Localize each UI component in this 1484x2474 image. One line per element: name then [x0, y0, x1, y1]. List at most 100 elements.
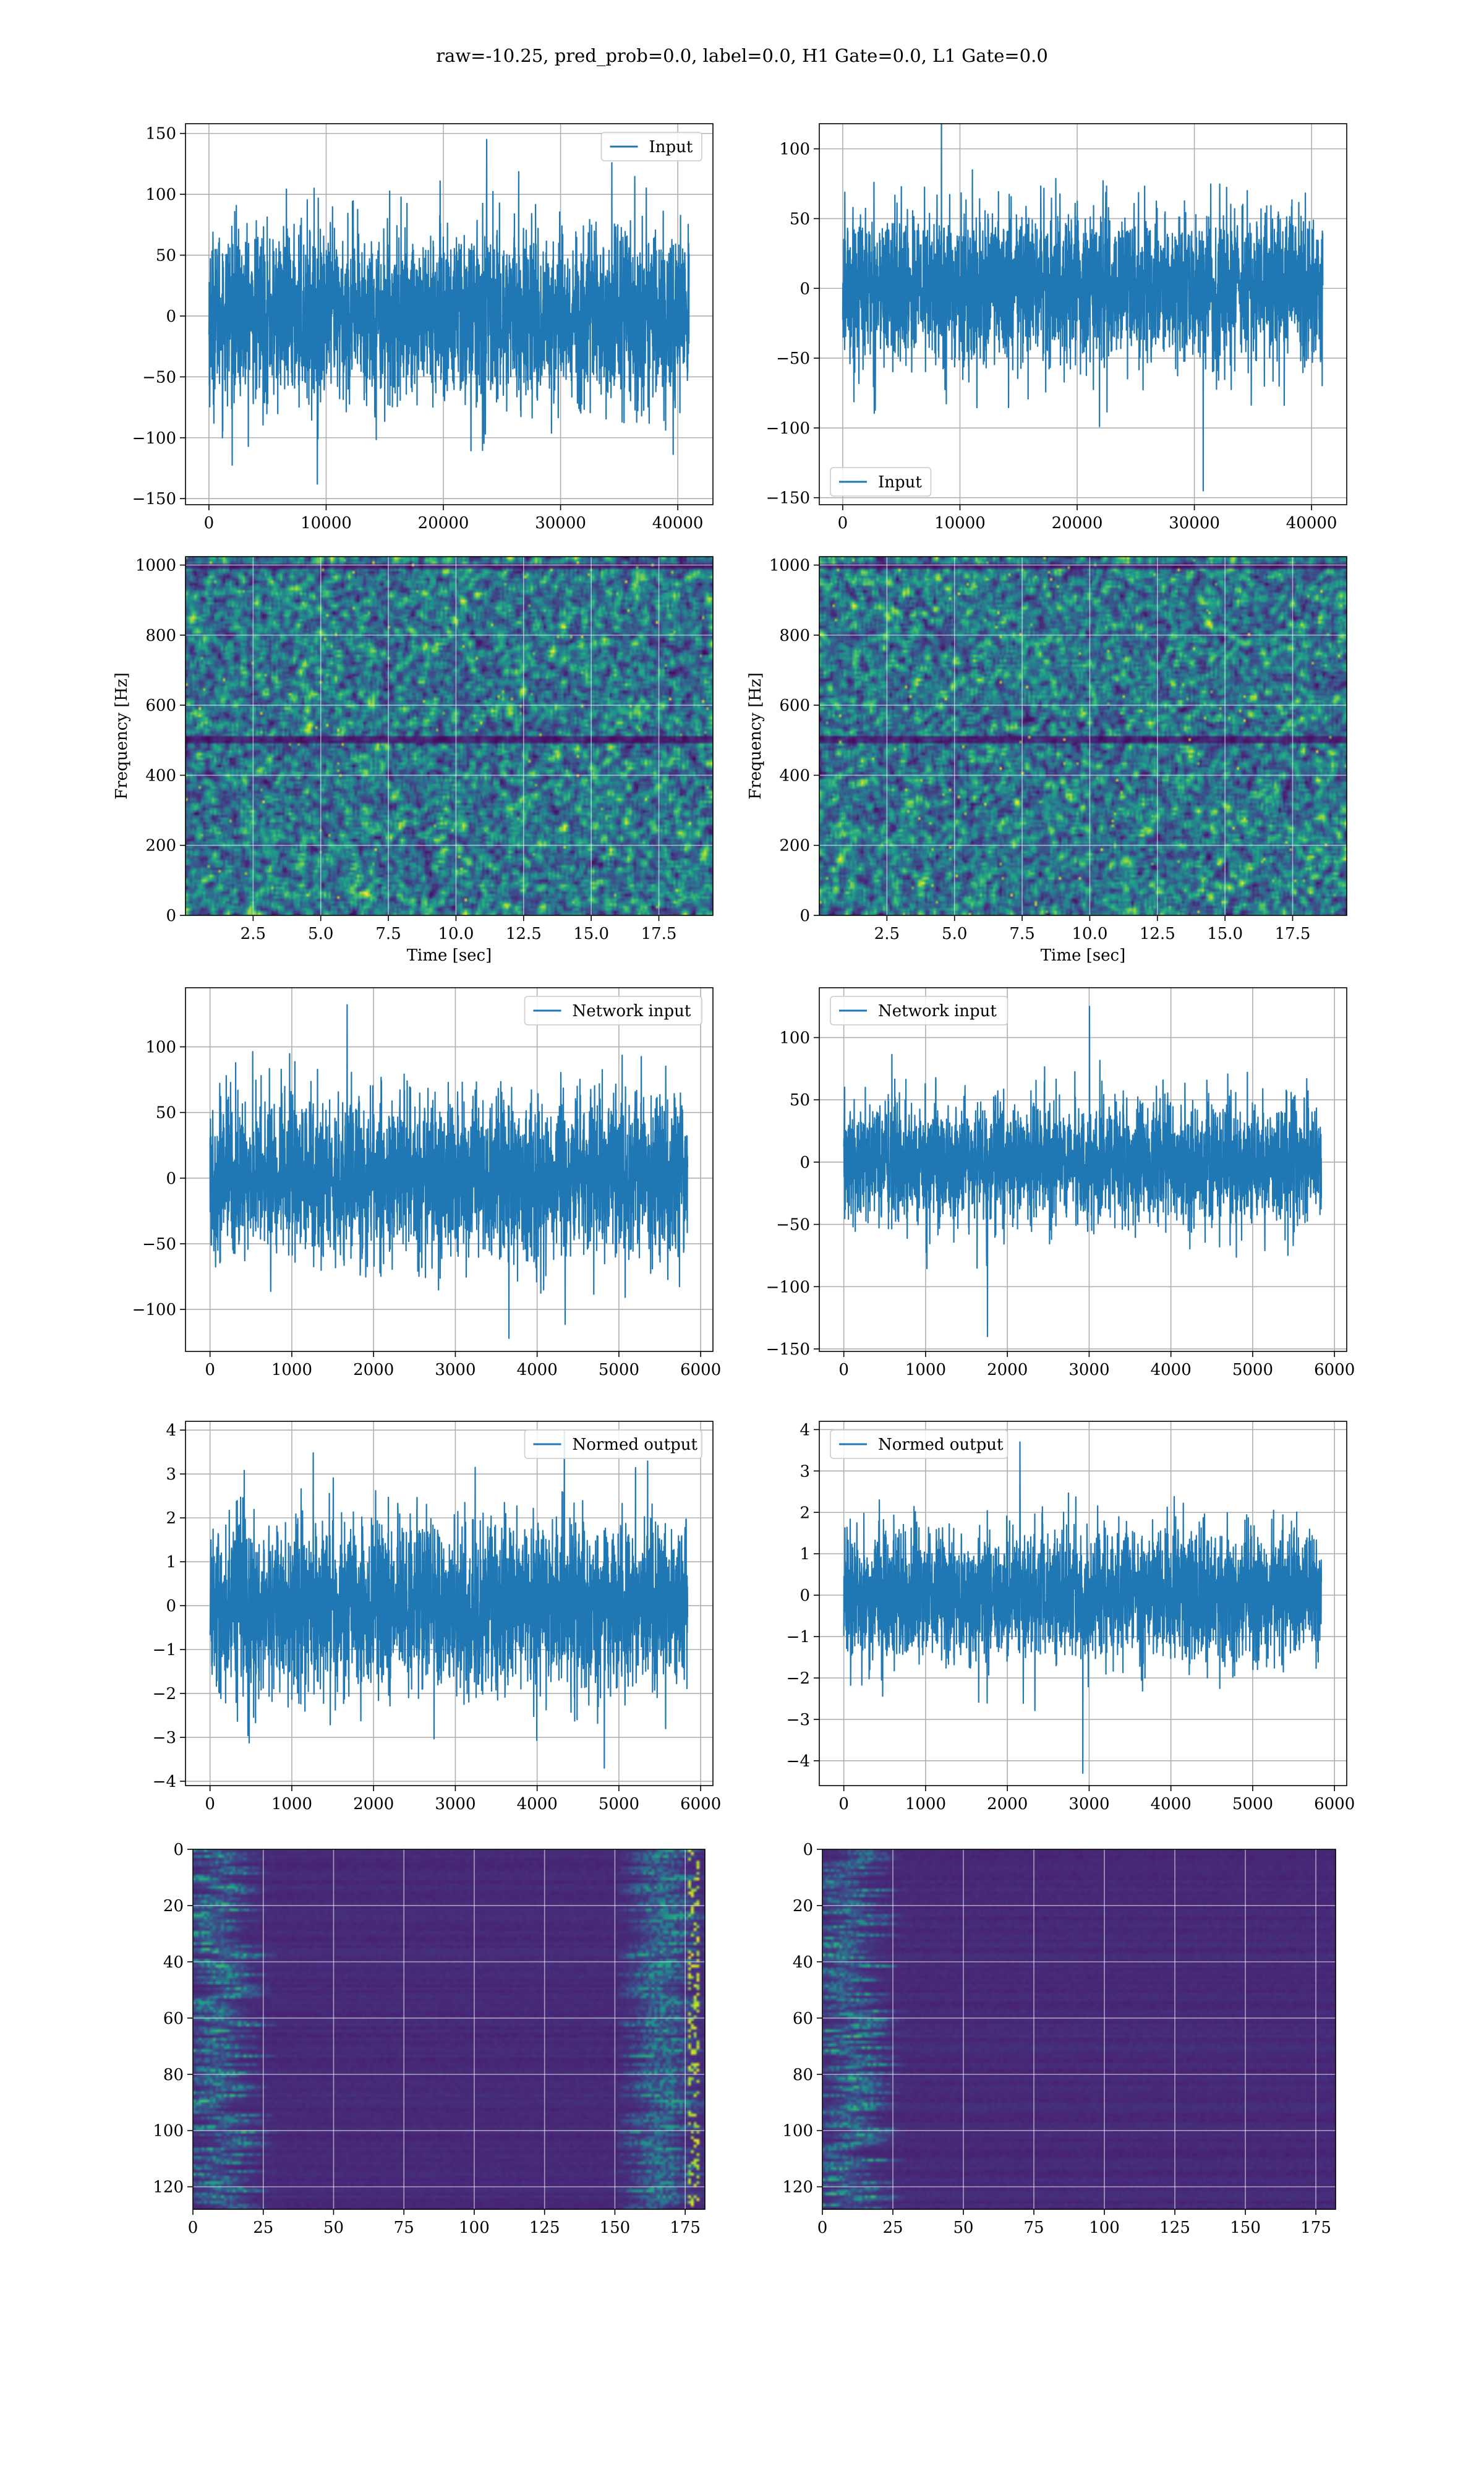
x-tick-label: 5.0 — [942, 925, 967, 943]
y-tick-label: 0 — [800, 280, 810, 298]
normed-output-l1-legend: Normed output — [830, 1429, 1009, 1459]
x-tick-label: 20000 — [418, 514, 469, 533]
x-tick-label: 12.5 — [506, 925, 542, 943]
x-tick-label: 0 — [838, 514, 848, 533]
x-tick-label: 4000 — [517, 1361, 558, 1379]
feature-map-h1-heatmap — [193, 1849, 705, 2209]
y-tick-label: 600 — [779, 696, 810, 715]
y-tick-label: −150 — [132, 490, 176, 508]
legend-label: Network input — [573, 1002, 691, 1021]
normed-output-h1-legend: Normed output — [524, 1429, 702, 1459]
spectrogram-h1-ticks: 2.5 5.0 7.5 10.0 12.5 15.0 17.5 0 200 400 600 800 10… — [135, 557, 677, 943]
y-tick-label: −1 — [787, 1628, 810, 1646]
feature-map-l1-ticks: 0 25 50 75 100 125 150 175 0 20 40 60 80 100 120 — [782, 1841, 1331, 2237]
x-tick-label: 5.0 — [308, 925, 333, 943]
network-input-l1-chart: 0 1000 2000 3000 4000 5000 6000 −150 −100 −50 0 50 1… — [766, 987, 1355, 1379]
network-input-h1-chart: 0 1000 2000 3000 4000 5000 6000 −100 −50 0 50 100 Ne… — [132, 987, 722, 1379]
y-tick-label: 2 — [166, 1509, 176, 1528]
network-input-h1-series-line — [209, 1004, 689, 1339]
y-tick-label: 120 — [782, 2178, 813, 2197]
network-input-l1-legend: Network input — [830, 996, 1009, 1025]
spectrogram-h1-heatmap — [186, 557, 713, 915]
input-h1-axes-frame — [185, 123, 714, 505]
y-tick-label: 0 — [166, 907, 176, 925]
spectrogram-h1-chart: 2.5 5.0 7.5 10.0 12.5 15.0 17.5 0 200 400 600 800 10… — [113, 556, 714, 965]
y-tick-label: −4 — [787, 1752, 810, 1771]
spectrogram-l1-ticks: 2.5 5.0 7.5 10.0 12.5 15.0 17.5 0 200 400 600 800 10… — [769, 557, 1311, 943]
normed-output-h1-chart: 0 1000 2000 3000 4000 5000 6000 −4 −3 −2 −1 0 1 2 3 4 No… — [153, 1421, 721, 1813]
x-tick-label: 3000 — [1068, 1361, 1109, 1379]
network-input-l1-ticks: 0 1000 2000 3000 4000 5000 6000 −150 −100 −50 0 50 1… — [766, 1029, 1355, 1379]
y-tick-label: 100 — [145, 1038, 176, 1057]
x-tick-label: 1000 — [905, 1361, 946, 1379]
y-tick-label: 100 — [145, 186, 176, 204]
x-tick-label: 2000 — [987, 1361, 1028, 1379]
y-tick-label: 100 — [779, 1029, 810, 1048]
y-tick-label: 50 — [156, 1104, 176, 1123]
legend-label: Normed output — [573, 1436, 698, 1454]
feature-map-h1-ticks: 0 25 50 75 100 125 150 175 0 20 40 60 80 100 120 — [153, 1841, 701, 2237]
x-tick-label: 6000 — [1314, 1795, 1355, 1813]
x-tick-label: 7.5 — [1009, 925, 1034, 943]
y-tick-label: 50 — [156, 247, 176, 265]
x-tick-label: 100 — [459, 2219, 490, 2237]
input-l1-axes-frame — [819, 123, 1347, 505]
y-tick-label: −100 — [766, 419, 810, 438]
y-tick-label: 80 — [793, 2066, 813, 2084]
x-tick-label: 30000 — [535, 514, 586, 533]
feature-map-h1-chart: 0 25 50 75 100 125 150 175 0 20 40 60 80 100 120 — [153, 1841, 706, 2237]
y-tick-label: 3 — [800, 1462, 810, 1481]
y-tick-label: −100 — [132, 429, 176, 448]
input-l1-ticks: 0 10000 20000 30000 40000 −150 −100 −50 0 50 100 — [766, 140, 1337, 533]
legend-box — [524, 1429, 702, 1459]
y-tick-label: 1000 — [769, 557, 810, 575]
y-tick-label: 200 — [145, 837, 176, 855]
legend-label: Input — [649, 138, 693, 156]
input-h1-chart: 0 10000 20000 30000 40000 −150 −100 −50 0 50 100 15… — [132, 123, 714, 533]
normed-output-h1-axes-frame — [185, 1421, 714, 1786]
y-tick-label: 0 — [166, 1597, 176, 1616]
legend-label: Network input — [878, 1002, 997, 1021]
subplot-grid: 0 10000 20000 30000 40000−150−100−5005010015… — [113, 123, 1355, 2237]
y-tick-label: 4 — [800, 1421, 810, 1439]
legend-box — [830, 1429, 1009, 1459]
feature-map-l1-heatmap — [822, 1849, 1336, 2209]
y-tick-label: 150 — [145, 125, 176, 143]
x-tick-label: 5000 — [599, 1795, 639, 1813]
y-tick-label: 60 — [163, 2010, 184, 2028]
x-tick-label: 10000 — [934, 514, 986, 533]
y-tick-label: 40 — [793, 1953, 813, 1972]
legend-box — [830, 996, 1009, 1025]
network-input-h1-ticks: 0 1000 2000 3000 4000 5000 6000 −100 −50 0 50 100 — [132, 1038, 722, 1379]
y-tick-label: 400 — [145, 766, 176, 785]
normed-output-l1-chart: 0 1000 2000 3000 4000 5000 6000 −4 −3 −2 −1 0 1 2 3 4 No… — [787, 1421, 1355, 1813]
y-tick-label: 600 — [145, 696, 176, 715]
x-tick-label: 6000 — [680, 1795, 721, 1813]
spectrogram-h1-x-axis-label: Time [sec] — [407, 946, 492, 965]
y-tick-label: 4 — [166, 1421, 176, 1440]
y-tick-label: −3 — [153, 1729, 176, 1747]
network-input-h1-axes-frame — [185, 987, 714, 1352]
x-tick-label: 1000 — [271, 1795, 312, 1813]
x-tick-label: 2.5 — [874, 925, 900, 943]
network-input-l1-series-line — [843, 1006, 1323, 1337]
feature-map-h1-axes-frame — [192, 1849, 706, 2210]
feature-map-l1-axes-frame — [822, 1849, 1336, 2210]
x-tick-label: 40000 — [652, 514, 704, 533]
x-tick-label: 175 — [1300, 2219, 1331, 2237]
x-tick-label: 0 — [204, 514, 215, 533]
spectrogram-l1-axes-frame — [819, 556, 1347, 916]
x-tick-label: 20000 — [1052, 514, 1103, 533]
x-tick-label: 5000 — [1232, 1795, 1273, 1813]
y-tick-label: −50 — [776, 349, 810, 368]
y-tick-label: 20 — [163, 1897, 184, 1915]
y-tick-label: 100 — [782, 2122, 813, 2141]
x-tick-label: 4000 — [1151, 1795, 1192, 1813]
legend-box — [600, 132, 702, 161]
x-tick-label: 0 — [205, 1795, 215, 1813]
x-tick-label: 175 — [670, 2219, 701, 2237]
y-tick-label: 50 — [790, 210, 810, 228]
y-tick-label: −100 — [766, 1278, 810, 1296]
y-tick-label: 400 — [779, 766, 810, 785]
y-tick-label: 120 — [153, 2178, 184, 2197]
